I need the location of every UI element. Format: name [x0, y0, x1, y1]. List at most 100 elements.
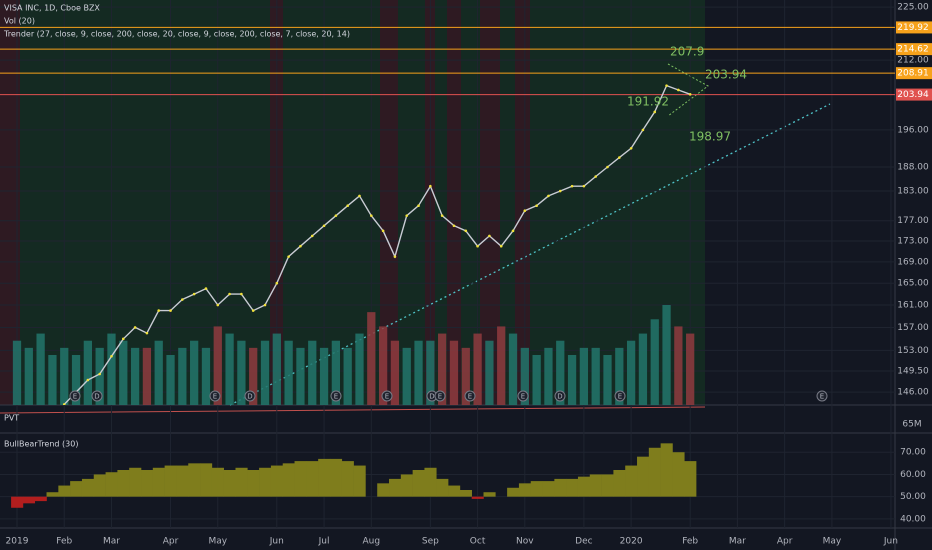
price-point — [641, 128, 645, 132]
bbt-bar — [176, 465, 189, 497]
bbt-bar — [389, 478, 402, 497]
price-line — [62, 84, 691, 405]
y-tick-label: 188.00 — [897, 163, 929, 173]
bbt-bar — [259, 467, 272, 497]
bbt-bar — [566, 478, 579, 497]
level-label: 214.62 — [897, 45, 929, 55]
bbt-bar — [211, 467, 224, 497]
volume-bar — [225, 333, 234, 405]
level-label: 219.92 — [897, 23, 929, 33]
event-label: E — [820, 393, 824, 401]
bbt-label: BullBearTrend (30) — [4, 440, 78, 449]
x-tick-label: Jun — [883, 537, 898, 547]
price-point — [618, 156, 621, 159]
bbt-bar — [318, 458, 331, 497]
event-marker — [209, 390, 221, 402]
price-point — [523, 209, 527, 212]
trend-line — [229, 103, 831, 406]
price-point — [688, 93, 692, 96]
volume-bar — [367, 312, 376, 405]
price-point — [381, 229, 385, 233]
bbt-bar — [93, 474, 106, 497]
y-tick-label: 70.00 — [900, 448, 926, 458]
volume-bar — [284, 340, 293, 405]
price-point — [535, 204, 538, 208]
volume-bar — [650, 319, 659, 405]
event-label: D — [429, 393, 434, 401]
event-marker — [330, 390, 342, 402]
x-tick-label: Dec — [575, 537, 592, 547]
price-point — [240, 292, 243, 296]
volume-bar — [567, 355, 577, 405]
bbt-bar — [507, 487, 520, 497]
axes: 2019 Feb Mar Apr May Jun Jul Aug Sep Oct Nov Dec 202… — [6, 3, 932, 547]
level-tag — [896, 43, 932, 56]
price-point — [488, 234, 491, 238]
event-label: D — [557, 393, 562, 401]
bbt-bar — [141, 470, 154, 497]
volume-bar — [544, 347, 553, 405]
wedge — [667, 63, 709, 117]
x-tick-label: Mar — [729, 537, 746, 547]
bbt-bar — [58, 485, 71, 497]
price-point — [98, 372, 101, 376]
price-point — [606, 165, 609, 169]
annotation: 203.94 — [705, 68, 747, 82]
x-tick-label: May — [823, 537, 842, 547]
bbt-bar — [329, 458, 343, 497]
x-tick-label: Oct — [470, 537, 486, 547]
bbt-bar — [637, 456, 650, 497]
event-label: E — [468, 393, 472, 401]
bbt-bar — [117, 470, 130, 497]
volume-bar — [520, 347, 529, 405]
bbt-bar — [70, 481, 83, 497]
price-point — [310, 234, 314, 238]
price-point — [393, 255, 397, 258]
bbt-bar — [270, 465, 284, 497]
price-point — [157, 309, 161, 312]
y-tick-label: 212.00 — [897, 56, 929, 66]
volume-bar — [626, 340, 636, 405]
volume-bar — [591, 347, 600, 405]
volume-bar — [603, 355, 612, 405]
volume-bar — [449, 340, 459, 405]
level-tag — [896, 88, 932, 101]
bear-band — [447, 0, 461, 405]
volume-bar — [154, 340, 163, 405]
bbt-bar — [459, 490, 472, 497]
volume-bar — [319, 347, 329, 405]
bbt-bar — [294, 461, 307, 497]
volume-bar — [355, 333, 364, 405]
x-tick-label: Nov — [516, 537, 534, 547]
bbt-bar — [341, 461, 354, 497]
bbt-bar — [577, 476, 591, 497]
price-point — [346, 204, 349, 208]
event-label: E — [618, 393, 622, 401]
volume-bar — [331, 340, 341, 405]
price-point — [582, 184, 586, 188]
price-point — [358, 194, 361, 198]
x-tick-label: 2019 — [6, 537, 29, 547]
volume-bar — [260, 340, 270, 405]
price-point — [499, 244, 503, 248]
volume-bar — [414, 340, 423, 405]
event-marker — [614, 390, 626, 402]
price-point — [452, 224, 456, 228]
volume-bar — [662, 305, 671, 405]
price-point — [653, 110, 657, 114]
bbt-bar — [247, 470, 260, 497]
bbt-bar — [105, 472, 118, 497]
event-marker — [91, 390, 103, 402]
volume-bar — [674, 326, 683, 405]
bbt-bar — [471, 496, 484, 499]
y-tick-label: 169.00 — [897, 257, 929, 267]
level-tag — [896, 67, 932, 80]
bbt-bar — [46, 492, 59, 497]
pvt-label: PVT — [4, 414, 19, 423]
x-tick-label: Sep — [422, 537, 439, 547]
volume-bar — [686, 333, 695, 405]
bbt-bar — [81, 478, 95, 497]
y-tick-label: 177.00 — [897, 216, 929, 226]
volume-bar — [249, 347, 258, 405]
event-label: D — [94, 393, 99, 401]
